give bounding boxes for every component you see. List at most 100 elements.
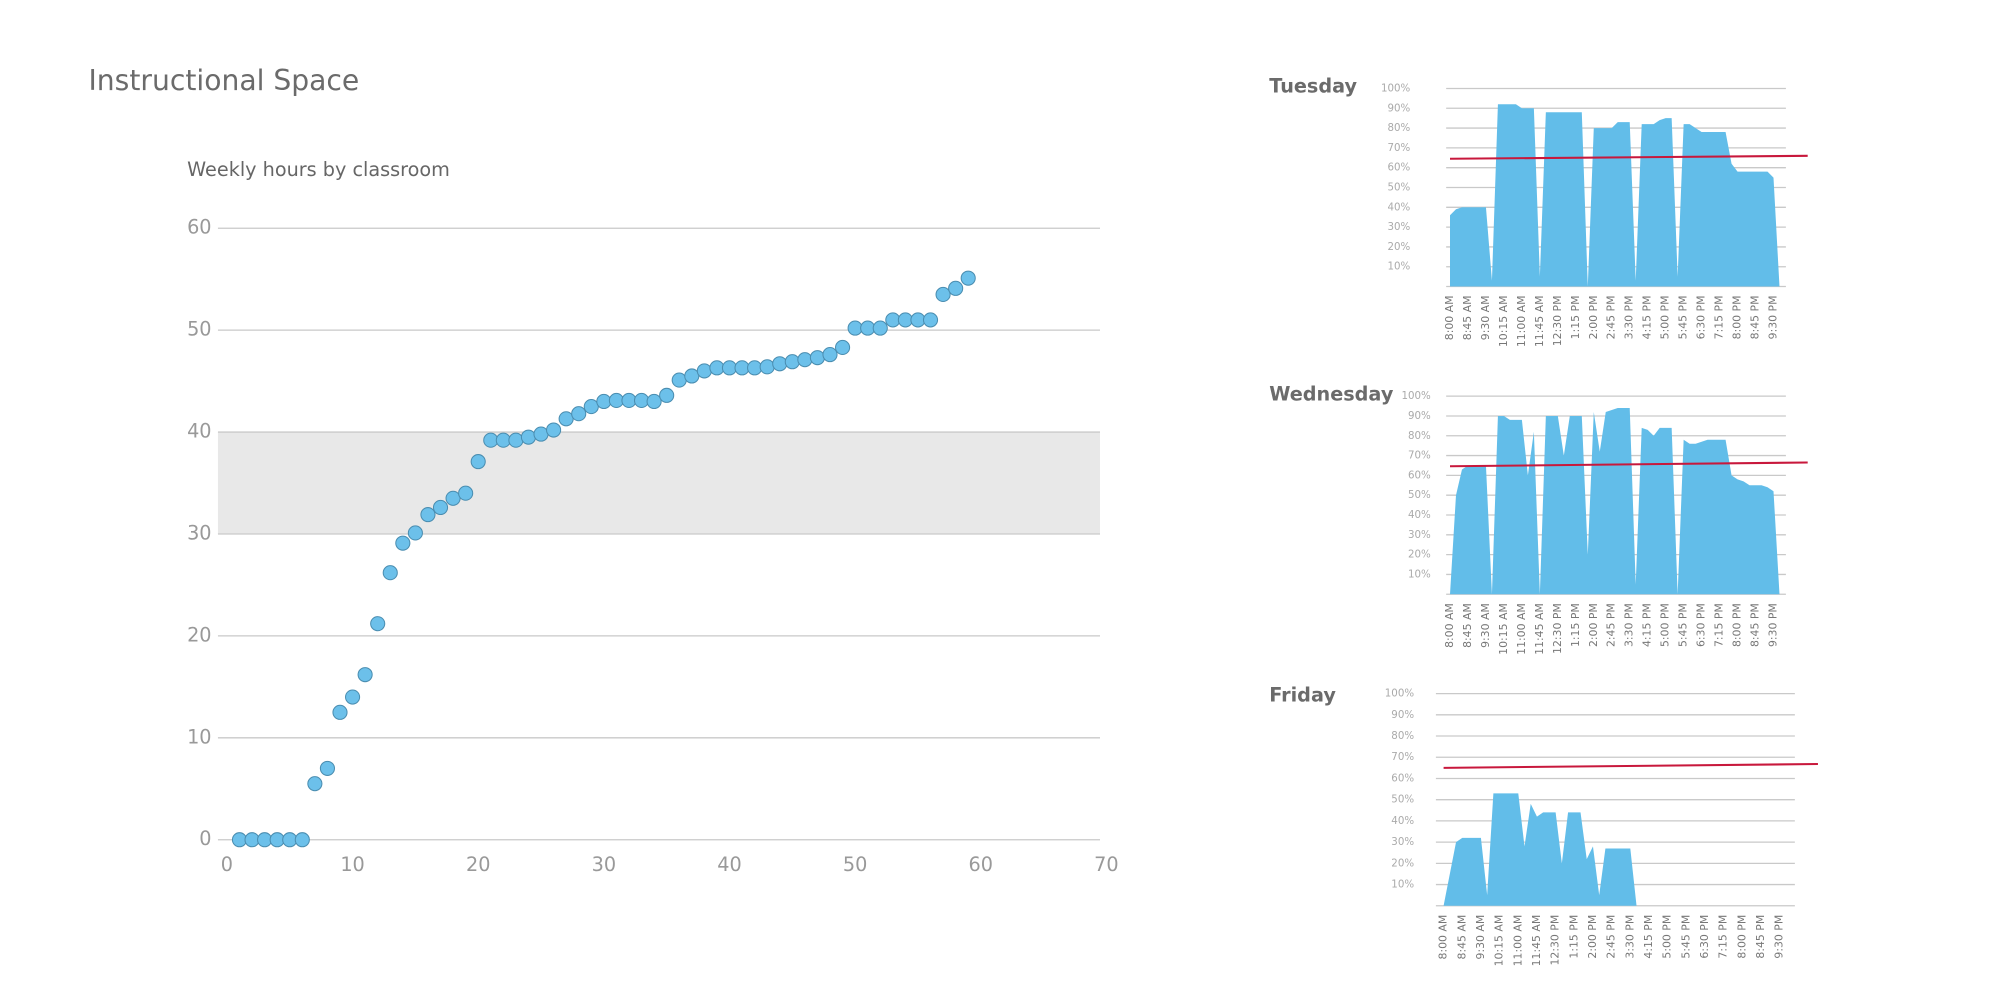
x-tick-label: 6:30 PM xyxy=(1695,603,1708,647)
x-tick-label: 11:45 AM xyxy=(1533,603,1546,655)
x-tick-label: 30 xyxy=(592,853,616,876)
y-tick-label: 30% xyxy=(1387,221,1410,233)
y-tick-label: 20% xyxy=(1408,549,1431,561)
point xyxy=(897,312,913,328)
point xyxy=(935,286,951,303)
x-tick-label: 20 xyxy=(466,853,490,876)
x-tick-label: 4:15 PM xyxy=(1641,296,1654,340)
x-tick-label: 3:30 PM xyxy=(1623,915,1636,959)
x-tick-label: 40 xyxy=(717,853,741,876)
x-tick-label: 5:00 PM xyxy=(1659,296,1672,340)
x-tick-label: 9:30 PM xyxy=(1766,296,1779,340)
point xyxy=(420,507,436,523)
x-tick-label: 11:45 AM xyxy=(1530,915,1543,967)
x-tick-label: 8:45 AM xyxy=(1455,915,1468,960)
x-tick-label: 12:30 PM xyxy=(1551,296,1564,347)
point xyxy=(709,360,725,376)
x-tick-label: 70 xyxy=(1094,853,1118,876)
point xyxy=(948,280,964,296)
x-tick-label: 12:30 PM xyxy=(1551,603,1564,654)
chart-title: Tuesday xyxy=(1269,75,1357,98)
point xyxy=(696,363,712,379)
point xyxy=(910,312,926,328)
x-tick-label: 3:30 PM xyxy=(1623,603,1636,647)
x-tick-label: 11:00 AM xyxy=(1515,296,1528,348)
y-tick-label: 100% xyxy=(1401,390,1431,402)
x-tick-label: 7:15 PM xyxy=(1713,603,1726,647)
y-tick-label: 40% xyxy=(1391,815,1414,827)
y-tick-label: 50% xyxy=(1387,181,1410,193)
x-tick-label: 1:15 PM xyxy=(1569,296,1582,340)
y-tick-label: 40% xyxy=(1387,201,1410,213)
x-tick-label: 10:15 AM xyxy=(1497,603,1510,655)
point xyxy=(370,616,386,632)
reference-line xyxy=(1449,461,1808,468)
point xyxy=(809,350,825,366)
point xyxy=(357,667,373,683)
x-tick-label: 2:00 PM xyxy=(1587,603,1600,647)
y-tick-label: 20% xyxy=(1391,857,1414,869)
x-tick-label: 8:45 PM xyxy=(1749,296,1762,340)
x-tick-label: 11:00 AM xyxy=(1515,603,1528,655)
x-tick-label: 7:15 PM xyxy=(1717,915,1730,959)
point xyxy=(784,354,800,370)
y-tick-label: 50 xyxy=(187,318,211,341)
point xyxy=(835,339,851,356)
x-tick-label: 10:15 AM xyxy=(1493,915,1506,967)
chart-title: Weekly hours by classroom xyxy=(187,158,450,181)
point xyxy=(671,372,687,388)
x-tick-label: 8:45 PM xyxy=(1749,603,1762,647)
x-tick-label: 2:00 PM xyxy=(1587,296,1600,340)
point xyxy=(721,360,738,376)
y-tick-label: 10% xyxy=(1408,568,1431,580)
y-tick-label: 50% xyxy=(1391,794,1414,806)
y-tick-label: 60% xyxy=(1408,469,1431,481)
point xyxy=(646,393,662,410)
x-tick-label: 9:30 AM xyxy=(1479,296,1492,341)
point xyxy=(684,368,700,384)
point xyxy=(621,392,637,409)
point xyxy=(747,360,763,376)
area xyxy=(1450,104,1780,287)
x-tick-label: 9:30 PM xyxy=(1773,915,1786,959)
y-tick-label: 10% xyxy=(1391,879,1414,891)
y-tick-label: 70% xyxy=(1387,142,1410,154)
point xyxy=(332,704,348,720)
point xyxy=(583,399,599,415)
y-tick-label: 80% xyxy=(1408,430,1431,442)
point xyxy=(759,359,775,375)
x-tick-label: 9:30 PM xyxy=(1766,603,1779,647)
x-tick-label: 3:30 PM xyxy=(1623,296,1636,340)
y-tick-label: 20 xyxy=(187,623,211,646)
target-band xyxy=(217,432,1100,534)
x-tick-label: 60 xyxy=(969,853,993,876)
point xyxy=(520,429,537,445)
y-tick-label: 30% xyxy=(1391,836,1414,848)
y-tick-label: 20% xyxy=(1387,241,1410,253)
point xyxy=(772,356,788,372)
x-tick-label: 1:15 PM xyxy=(1567,915,1580,959)
x-tick-label: 11:45 AM xyxy=(1533,296,1546,348)
y-tick-label: 100% xyxy=(1381,82,1411,94)
x-tick-label: 12:30 PM xyxy=(1549,915,1562,966)
x-tick-label: 7:15 PM xyxy=(1713,296,1726,340)
y-tick-label: 70% xyxy=(1391,751,1414,763)
point xyxy=(508,432,524,448)
reference-line xyxy=(1443,763,1818,769)
point xyxy=(269,832,285,848)
point xyxy=(294,832,310,848)
x-tick-label: 0 xyxy=(221,853,233,876)
area xyxy=(1450,408,1780,595)
y-tick-label: 30 xyxy=(187,521,211,544)
point xyxy=(546,422,562,438)
x-tick-label: 8:00 AM xyxy=(1437,915,1450,960)
point xyxy=(533,426,549,442)
point xyxy=(885,312,901,328)
x-tick-label: 5:45 PM xyxy=(1677,603,1690,647)
point xyxy=(257,832,273,848)
point xyxy=(659,387,675,403)
x-tick-label: 5:00 PM xyxy=(1659,603,1672,647)
y-tick-label: 90% xyxy=(1387,102,1410,114)
point xyxy=(470,454,486,470)
point xyxy=(244,832,260,848)
